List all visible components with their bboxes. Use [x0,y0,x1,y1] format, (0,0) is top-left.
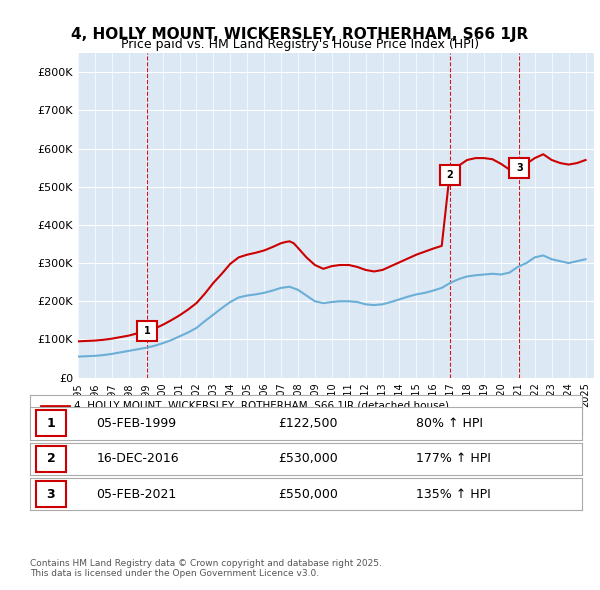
Text: £550,000: £550,000 [278,487,338,501]
Text: 1: 1 [47,417,55,430]
Text: 05-FEB-2021: 05-FEB-2021 [96,487,176,501]
FancyBboxPatch shape [35,446,66,472]
Text: 16-DEC-2016: 16-DEC-2016 [96,452,179,466]
Text: 3: 3 [47,487,55,501]
Text: 135% ↑ HPI: 135% ↑ HPI [416,487,491,501]
FancyBboxPatch shape [35,481,66,507]
Text: £122,500: £122,500 [278,417,338,430]
Text: 4, HOLLY MOUNT, WICKERSLEY, ROTHERHAM, S66 1JR (detached house): 4, HOLLY MOUNT, WICKERSLEY, ROTHERHAM, S… [74,401,449,411]
Text: 4, HOLLY MOUNT, WICKERSLEY, ROTHERHAM, S66 1JR: 4, HOLLY MOUNT, WICKERSLEY, ROTHERHAM, S… [71,27,529,41]
Text: Contains HM Land Registry data © Crown copyright and database right 2025.
This d: Contains HM Land Registry data © Crown c… [30,559,382,578]
Text: 3: 3 [516,163,523,173]
Text: 1: 1 [144,326,151,336]
Text: HPI: Average price, detached house, Rotherham: HPI: Average price, detached house, Roth… [74,418,325,428]
Text: 05-FEB-1999: 05-FEB-1999 [96,417,176,430]
Text: 2: 2 [446,171,453,181]
Text: 177% ↑ HPI: 177% ↑ HPI [416,452,491,466]
Text: 2: 2 [47,452,55,466]
FancyBboxPatch shape [35,411,66,437]
Text: Price paid vs. HM Land Registry's House Price Index (HPI): Price paid vs. HM Land Registry's House … [121,38,479,51]
Text: 80% ↑ HPI: 80% ↑ HPI [416,417,484,430]
Text: £530,000: £530,000 [278,452,338,466]
